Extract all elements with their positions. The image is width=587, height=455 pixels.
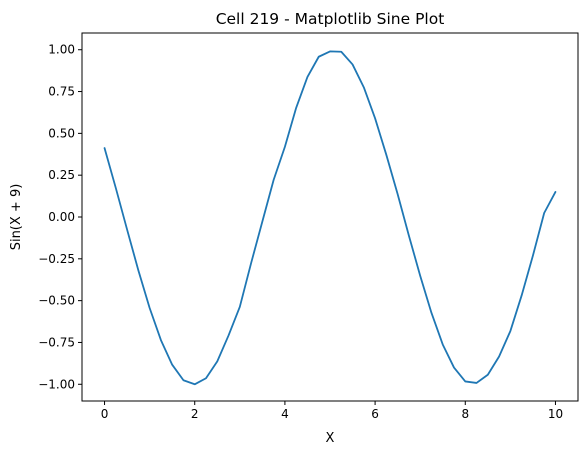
y-axis-label: Sin(X + 9)	[9, 184, 24, 251]
y-tick-label: −1.00	[38, 377, 75, 391]
x-tick-label: 0	[101, 407, 109, 421]
y-tick-label: −0.50	[38, 294, 75, 308]
x-tick-label: 6	[371, 407, 379, 421]
y-tick-label: 1.00	[48, 43, 75, 57]
y-tick-label: 0.00	[48, 210, 75, 224]
y-tick-label: −0.25	[38, 252, 75, 266]
chart-title: Cell 219 - Matplotlib Sine Plot	[216, 10, 445, 28]
x-axis-label: X	[326, 431, 335, 446]
x-tick-label: 2	[191, 407, 199, 421]
y-tick-label: 0.75	[48, 85, 75, 99]
plot-area: 0 2 4 6 8 10 −1.00 −0.75 −0.50 −0.25 0.00 0.25 0.50 0…	[38, 32, 579, 421]
x-tick-label: 8	[461, 407, 469, 421]
y-tick-label: −0.75	[38, 335, 75, 349]
x-tick-label: 10	[548, 407, 563, 421]
y-tick-label: 0.50	[48, 126, 75, 140]
series-line-0	[103, 50, 557, 386]
x-tick-label: 4	[281, 407, 289, 421]
y-tick-label: 0.25	[48, 168, 75, 182]
